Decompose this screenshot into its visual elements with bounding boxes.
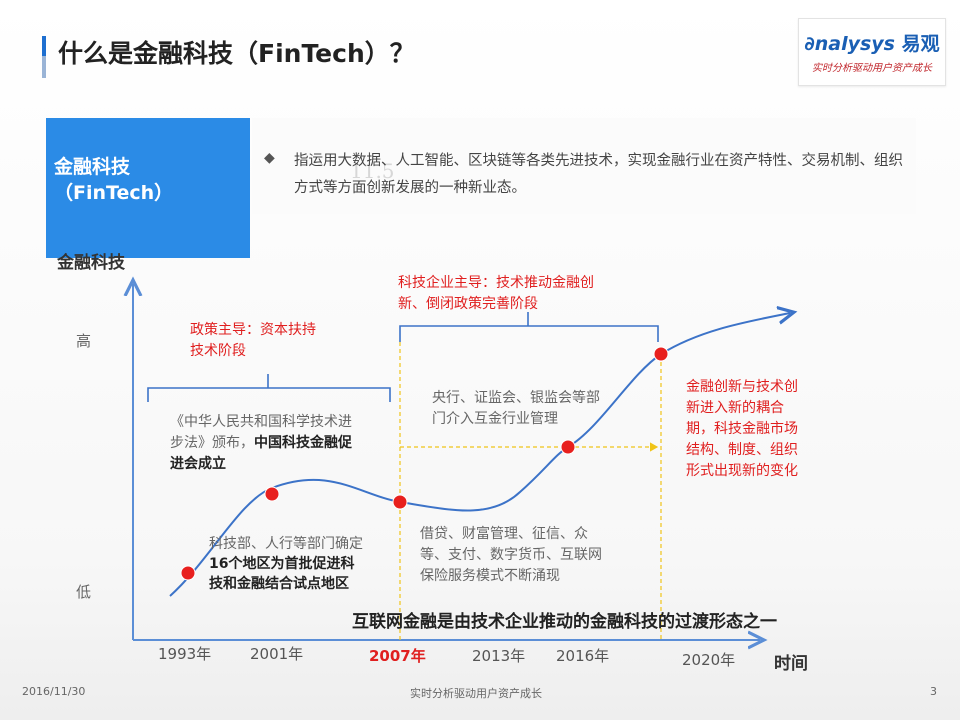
note-2020-line5: 形式出现新的变化 <box>686 463 798 479</box>
note-2020-line3: 期，科技金融市场 <box>686 421 798 437</box>
y-axis-low-label: 低 <box>76 583 92 601</box>
note-2013: 央行、证监会、银监会等部 门介入互金行业管理 <box>432 388 600 430</box>
note-2013-line2: 门介入互金行业管理 <box>432 411 558 427</box>
note-2007-line2: 等、支付、数字货币、互联网 <box>420 547 602 563</box>
phase1-brace <box>147 374 391 402</box>
watermark-text: 11.5 <box>350 159 395 183</box>
definition-term-line2: （FinTech） <box>54 182 174 204</box>
summary-statement: 互联网金融是由技术企业推动的金融科技的过渡形态之一 <box>352 612 777 632</box>
footer-center-text: 实时分析驱动用户资产成长 <box>410 687 542 700</box>
note-2001-line3: 技和金融结合试点地区 <box>209 576 349 592</box>
phase2-label: 科技企业主导：技术推动金融创 新、倒闭政策完善阶段 <box>398 273 594 315</box>
title-accent-bar-secondary <box>42 56 46 78</box>
milestone-dot-2001 <box>264 486 280 502</box>
page-title: 什么是金融科技（FinTech）？ <box>58 39 415 68</box>
note-2020-line1: 金融创新与技术创 <box>686 379 798 395</box>
definition-text: 指运用大数据、人工智能、区块链等各类先进技术，实现金融行业在资产特性、交易机制、… <box>294 153 903 196</box>
note-2007-line3: 保险服务模式不断涌现 <box>420 568 560 584</box>
milestone-dot-2016 <box>560 439 576 455</box>
phase2-label-line2: 新、倒闭政策完善阶段 <box>398 296 538 312</box>
note-1993-line2: 步法》颁布，中国科技金融促 <box>170 435 352 451</box>
note-2013-line1: 央行、证监会、银监会等部 <box>432 390 600 406</box>
logo-cn: 易观 <box>901 33 940 55</box>
footer-page-number: 3 <box>930 685 937 698</box>
note-2020-line2: 新进入新的耦合 <box>686 400 784 416</box>
x-tick-2016: 2016年 <box>556 647 610 665</box>
definition-panel <box>252 118 916 214</box>
x-tick-2013: 2013年 <box>472 647 526 665</box>
note-2020-line4: 结构、制度、组织 <box>686 442 798 458</box>
logo-latin: nalysys <box>814 33 895 55</box>
phase1-label-line1: 政策主导：资本扶持 <box>190 322 316 338</box>
x-tick-2001: 2001年 <box>250 645 304 663</box>
logo-initial: ∂ <box>804 33 815 55</box>
phase2-label-line1: 科技企业主导：技术推动金融创 <box>398 275 594 291</box>
y-axis-high-label: 高 <box>76 332 92 350</box>
brand-logo: ∂nalysys 易观 实时分析驱动用户资产成长 <box>798 18 946 86</box>
note-2001-line2: 16个地区为首批促进科 <box>209 556 355 572</box>
phase1-label: 政策主导：资本扶持 技术阶段 <box>190 320 316 362</box>
note-2001-line1: 科技部、人行等部门确定 <box>209 536 363 552</box>
x-tick-2007: 2007年 <box>369 647 426 665</box>
milestone-dot-1993 <box>180 565 196 581</box>
note-1993: 《中华人民共和国科学技术进 步法》颁布，中国科技金融促 进会成立 <box>170 412 352 475</box>
bullet-diamond-icon: ◆ <box>264 150 275 166</box>
definition-term: 金融科技 （FinTech） <box>54 154 173 206</box>
note-2020: 金融创新与技术创 新进入新的耦合 期，科技金融市场 结构、制度、组织 形式出现新… <box>686 377 798 482</box>
note-1993-line3: 进会成立 <box>170 456 226 472</box>
milestone-dot-2020 <box>653 346 669 362</box>
x-tick-2020: 2020年 <box>682 651 736 669</box>
note-2007-line1: 借贷、财富管理、征信、众 <box>420 526 588 542</box>
definition-term-box: 金融科技 （FinTech） <box>46 118 250 258</box>
x-tick-1993: 1993年 <box>158 645 212 663</box>
phase2-brace <box>399 312 659 342</box>
note-1993-line1: 《中华人民共和国科学技术进 <box>170 414 352 430</box>
logo-wordmark: ∂nalysys 易观 <box>799 29 945 56</box>
note-2007: 借贷、财富管理、征信、众 等、支付、数字货币、互联网 保险服务模式不断涌现 <box>420 524 602 587</box>
y-axis-title: 金融科技 <box>57 253 125 273</box>
phase1-label-line2: 技术阶段 <box>190 343 246 359</box>
x-axis-title: 时间 <box>774 654 808 674</box>
note-2001: 科技部、人行等部门确定 16个地区为首批促进科 技和金融结合试点地区 <box>209 534 363 594</box>
logo-slogan: 实时分析驱动用户资产成长 <box>812 63 932 74</box>
footer-date: 2016/11/30 <box>22 685 86 698</box>
definition-term-line1: 金融科技 <box>54 156 131 178</box>
milestone-dot-2007 <box>392 494 408 510</box>
